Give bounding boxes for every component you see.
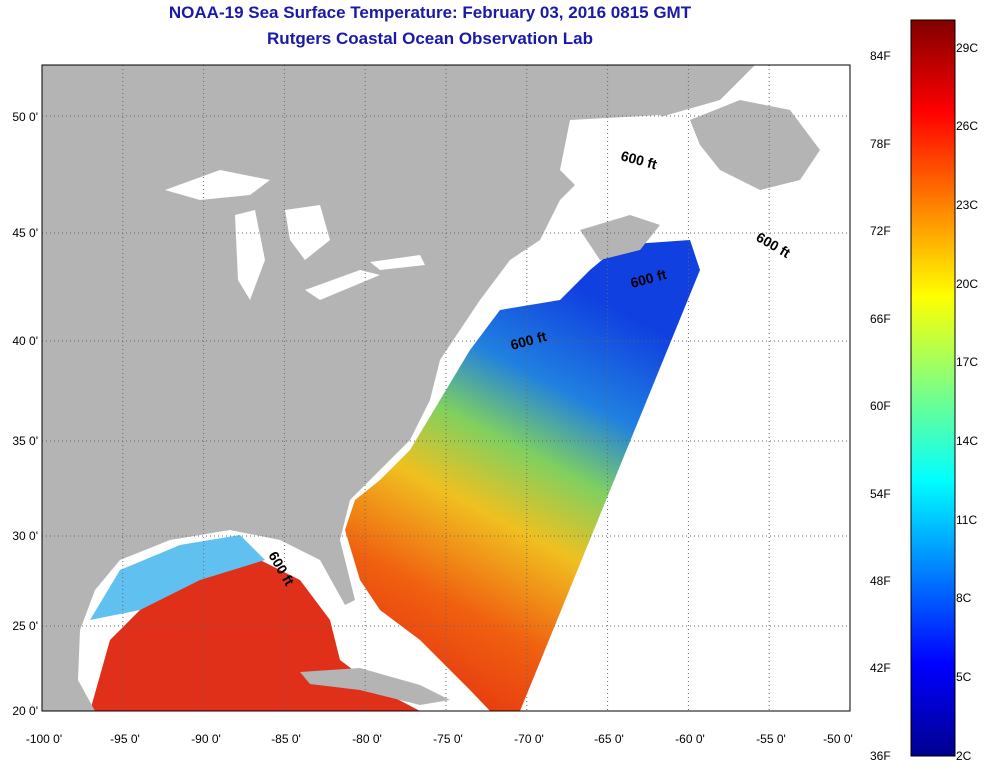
colorbar-c-label: 2C — [956, 749, 972, 763]
y-tick-label: 35 0' — [12, 434, 38, 448]
lake-erie — [305, 270, 380, 300]
x-tick-label: -80 0' — [352, 732, 382, 746]
graticule — [42, 65, 850, 711]
chart-title: NOAA-19 Sea Surface Temperature: Februar… — [168, 3, 692, 22]
cuba-land — [300, 668, 450, 705]
y-tick-label: 45 0' — [12, 226, 38, 240]
colorbar-c-label: 11C — [956, 513, 978, 527]
colorbar-f-label: 66F — [870, 312, 891, 326]
x-tick-label: -50 0' — [823, 732, 853, 746]
chart-subtitle: Rutgers Coastal Ocean Observation Lab — [267, 29, 593, 48]
x-tick-label: -55 0' — [756, 732, 786, 746]
colorbar — [910, 19, 956, 757]
colorbar-f-label: 60F — [870, 399, 891, 413]
x-tick-label: -95 0' — [110, 732, 140, 746]
map-frame — [41, 64, 851, 712]
y-tick-label: 30 0' — [12, 529, 38, 543]
x-tick-label: -85 0' — [271, 732, 301, 746]
sst-data-swath — [345, 240, 700, 711]
colorbar-f-label: 48F — [870, 574, 891, 588]
x-tick-label: -100 0' — [25, 732, 63, 746]
colorbar-c-label: 29C — [956, 41, 979, 55]
x-tick-label: -90 0' — [191, 732, 221, 746]
lake-superior — [165, 170, 270, 200]
colorbar-c-label: 26C — [956, 119, 979, 133]
gulf-cool-shelf — [90, 535, 265, 620]
colorbar-f-label: 78F — [870, 137, 891, 151]
y-tick-label: 25 0' — [12, 619, 38, 633]
lake-ontario — [370, 255, 425, 270]
nova-scotia-land — [580, 215, 660, 260]
colorbar-f-label: 42F — [870, 661, 891, 675]
y-tick-label: 40 0' — [12, 334, 38, 348]
newfoundland-land — [690, 100, 820, 190]
colorbar-c-label: 5C — [956, 670, 972, 684]
x-tick-label: -70 0' — [514, 732, 544, 746]
x-tick-label: -65 0' — [594, 732, 624, 746]
x-tick-label: -75 0' — [433, 732, 463, 746]
colorbar-f-label: 36F — [870, 749, 891, 763]
y-tick-label: 20 0' — [12, 704, 38, 718]
colorbar-f-label: 84F — [870, 49, 891, 63]
colorbar-c-label: 8C — [956, 591, 972, 605]
x-tick-label: -60 0' — [675, 732, 705, 746]
colorbar-c-label: 17C — [956, 355, 979, 369]
lake-huron — [285, 205, 330, 260]
colorbar-f-label: 72F — [870, 224, 891, 238]
colorbar-f-label: 54F — [870, 487, 891, 501]
colorbar-c-label: 14C — [956, 434, 979, 448]
st-lawrence-no-data — [560, 115, 700, 215]
y-tick-label: 50 0' — [12, 110, 38, 124]
colorbar-c-label: 20C — [956, 277, 979, 291]
colorbar-c-label: 23C — [956, 198, 979, 212]
north-america-land — [42, 65, 755, 711]
